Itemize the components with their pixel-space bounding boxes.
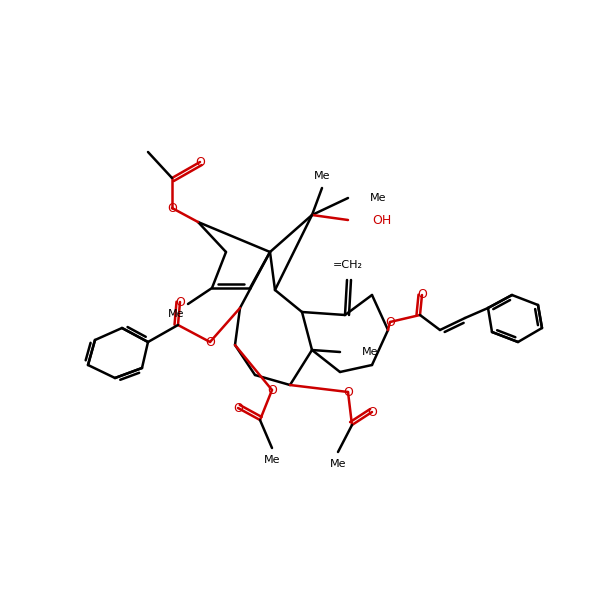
Text: Me: Me	[314, 171, 330, 181]
Text: O: O	[167, 202, 177, 214]
Text: =CH₂: =CH₂	[333, 260, 363, 270]
Text: O: O	[195, 155, 205, 169]
Text: O: O	[343, 385, 353, 398]
Text: O: O	[417, 289, 427, 301]
Text: Me: Me	[167, 309, 184, 319]
Text: O: O	[205, 335, 215, 349]
Text: O: O	[367, 406, 377, 419]
Text: OH: OH	[372, 214, 391, 226]
Text: O: O	[175, 295, 185, 308]
Text: Me: Me	[370, 193, 386, 203]
Text: Me: Me	[264, 455, 280, 465]
Text: Me: Me	[330, 459, 346, 469]
Text: O: O	[267, 383, 277, 397]
Text: Me: Me	[362, 347, 379, 357]
Text: O: O	[233, 401, 243, 415]
Text: O: O	[385, 316, 395, 329]
